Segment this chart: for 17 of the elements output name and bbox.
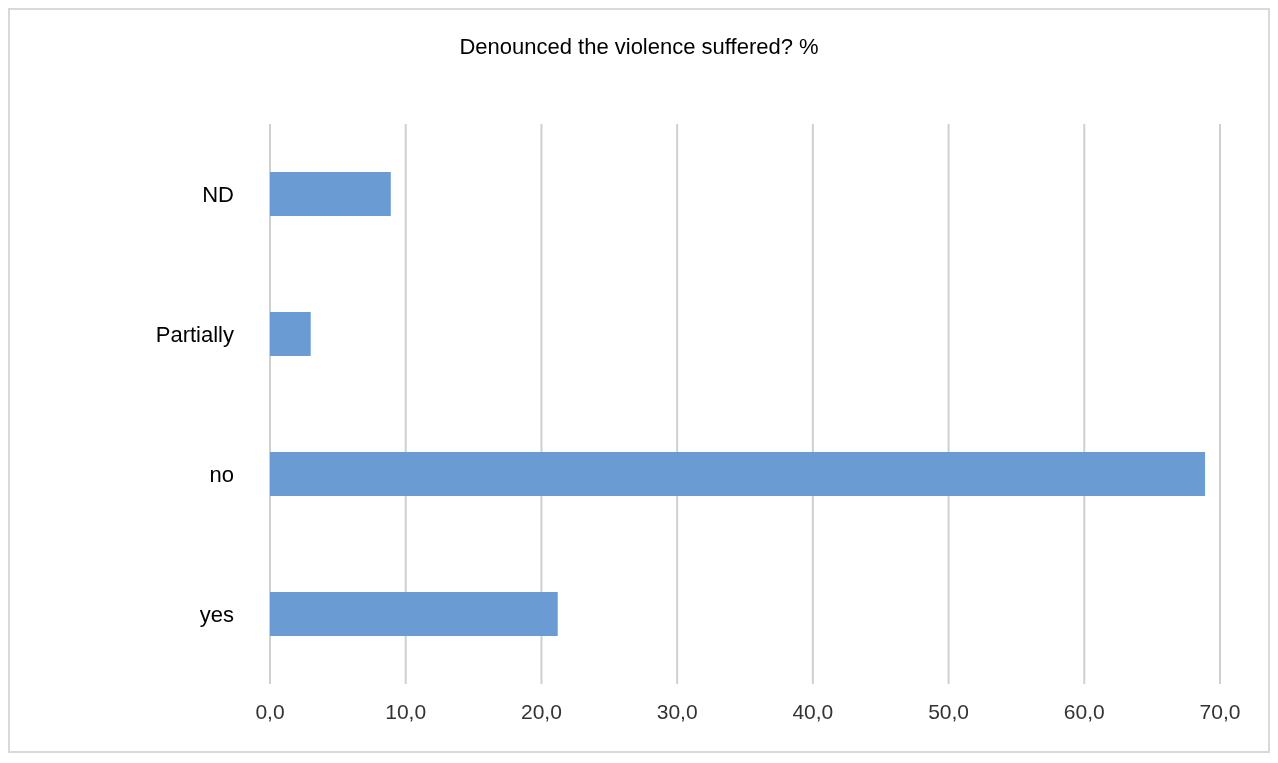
y-tick-label: yes — [199, 601, 234, 627]
y-tick-label: Partially — [155, 321, 234, 347]
x-tick-label: 20,0 — [520, 699, 562, 723]
x-tick-label: 10,0 — [385, 699, 427, 723]
bar — [270, 452, 1206, 496]
y-tick-label: ND — [202, 181, 234, 207]
x-tick-label: 40,0 — [792, 699, 834, 723]
chart-title: Denounced the violence suffered? % — [458, 34, 820, 61]
bar — [270, 312, 311, 356]
bar — [270, 592, 558, 636]
x-tick-label: 60,0 — [1063, 699, 1105, 723]
bar — [270, 172, 391, 216]
x-tick-label: 0,0 — [255, 699, 285, 723]
x-tick-label: 30,0 — [656, 699, 698, 723]
x-tick-label: 50,0 — [928, 699, 970, 723]
y-tick-label: no — [209, 461, 234, 487]
x-tick-label: 70,0 — [1199, 699, 1241, 723]
